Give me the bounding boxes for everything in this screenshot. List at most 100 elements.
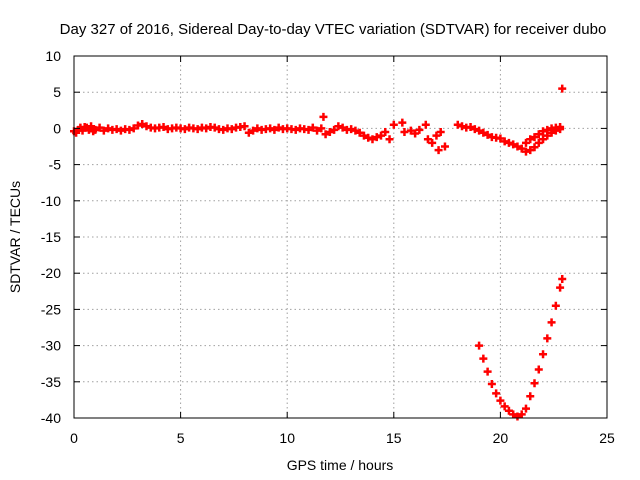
data-point bbox=[270, 125, 279, 134]
data-point bbox=[558, 84, 567, 93]
x-tick-label: 15 bbox=[386, 430, 402, 446]
data-point bbox=[364, 133, 373, 142]
data-point bbox=[138, 120, 147, 129]
x-tick-label: 5 bbox=[177, 430, 185, 446]
data-point bbox=[432, 131, 441, 140]
data-points bbox=[70, 84, 567, 421]
data-point bbox=[539, 135, 548, 144]
x-tick-label: 10 bbox=[279, 430, 295, 446]
data-point bbox=[372, 133, 381, 142]
data-point bbox=[483, 130, 492, 139]
data-point bbox=[475, 341, 484, 350]
data-point bbox=[440, 142, 449, 151]
data-point bbox=[513, 142, 522, 151]
data-point bbox=[500, 137, 509, 146]
data-point bbox=[253, 124, 262, 133]
data-point bbox=[249, 126, 258, 135]
y-axis-label: SDTVAR / TECUs bbox=[7, 181, 23, 293]
data-point bbox=[91, 125, 100, 134]
data-point bbox=[317, 124, 326, 133]
data-point bbox=[116, 126, 125, 135]
y-tick-label: -35 bbox=[41, 374, 61, 390]
data-point bbox=[492, 389, 501, 398]
data-point bbox=[543, 334, 552, 343]
data-point bbox=[534, 365, 543, 374]
data-point bbox=[466, 122, 475, 131]
data-point bbox=[377, 131, 386, 140]
data-point bbox=[547, 318, 556, 327]
data-point bbox=[398, 118, 407, 127]
x-tick-label: 25 bbox=[599, 430, 615, 446]
data-point bbox=[504, 406, 513, 415]
y-tick-label: 5 bbox=[53, 84, 61, 100]
data-point bbox=[219, 125, 228, 134]
data-point bbox=[304, 125, 313, 134]
data-point bbox=[319, 112, 328, 121]
data-point bbox=[112, 125, 121, 134]
y-tick-label: -10 bbox=[41, 193, 61, 209]
y-axis: 10 5 0 -5 -10 -15 -20 -25 -30 -35 -40 bbox=[41, 48, 607, 426]
data-point bbox=[479, 354, 488, 363]
data-point bbox=[530, 379, 539, 388]
data-point bbox=[509, 410, 518, 419]
data-point bbox=[129, 124, 138, 133]
data-point bbox=[428, 138, 437, 147]
data-point bbox=[436, 128, 445, 137]
data-point bbox=[500, 402, 509, 411]
data-point bbox=[95, 123, 104, 132]
data-point bbox=[543, 125, 552, 134]
data-point bbox=[521, 147, 530, 156]
data-point bbox=[526, 135, 535, 144]
data-point bbox=[458, 122, 467, 131]
data-point bbox=[479, 128, 488, 137]
data-point bbox=[526, 392, 535, 401]
data-point bbox=[240, 122, 249, 131]
data-point bbox=[142, 122, 151, 131]
data-point bbox=[99, 126, 108, 135]
data-point bbox=[406, 126, 415, 135]
data-point bbox=[125, 125, 134, 134]
data-point bbox=[483, 367, 492, 376]
data-point bbox=[202, 124, 211, 133]
x-axis-label: GPS time / hours bbox=[287, 457, 394, 473]
y-tick-label: -20 bbox=[41, 265, 61, 281]
data-point bbox=[534, 130, 543, 139]
data-point bbox=[534, 138, 543, 147]
data-point bbox=[244, 128, 253, 137]
data-point bbox=[313, 126, 322, 135]
data-point bbox=[487, 379, 496, 388]
data-point bbox=[325, 128, 334, 137]
data-point bbox=[556, 283, 565, 292]
chart-title: Day 327 of 2016, Sidereal Day-to-day VTE… bbox=[60, 21, 607, 38]
data-point bbox=[421, 120, 430, 129]
data-point bbox=[351, 126, 360, 135]
data-point bbox=[368, 135, 377, 144]
data-point bbox=[338, 123, 347, 132]
data-point bbox=[453, 120, 462, 129]
data-point bbox=[274, 123, 283, 132]
data-point bbox=[475, 126, 484, 135]
data-point bbox=[104, 124, 113, 133]
data-point bbox=[321, 130, 330, 139]
data-point bbox=[400, 128, 409, 137]
data-point bbox=[551, 301, 560, 310]
data-point bbox=[496, 134, 505, 143]
y-tick-label: -40 bbox=[41, 410, 61, 426]
data-point bbox=[415, 125, 424, 134]
data-point bbox=[334, 122, 343, 131]
data-point bbox=[411, 129, 420, 138]
data-point bbox=[308, 123, 317, 132]
data-point bbox=[521, 138, 530, 147]
data-point bbox=[517, 410, 526, 419]
x-axis: 0 5 10 15 20 25 bbox=[70, 56, 615, 446]
y-tick-label: -30 bbox=[41, 338, 61, 354]
x-tick-label: 20 bbox=[493, 430, 509, 446]
data-point bbox=[513, 412, 522, 421]
data-point bbox=[517, 144, 526, 153]
data-point bbox=[389, 120, 398, 129]
data-point bbox=[496, 396, 505, 405]
data-point bbox=[423, 135, 432, 144]
data-point bbox=[558, 274, 567, 283]
data-point bbox=[227, 125, 236, 134]
data-point bbox=[193, 125, 202, 134]
